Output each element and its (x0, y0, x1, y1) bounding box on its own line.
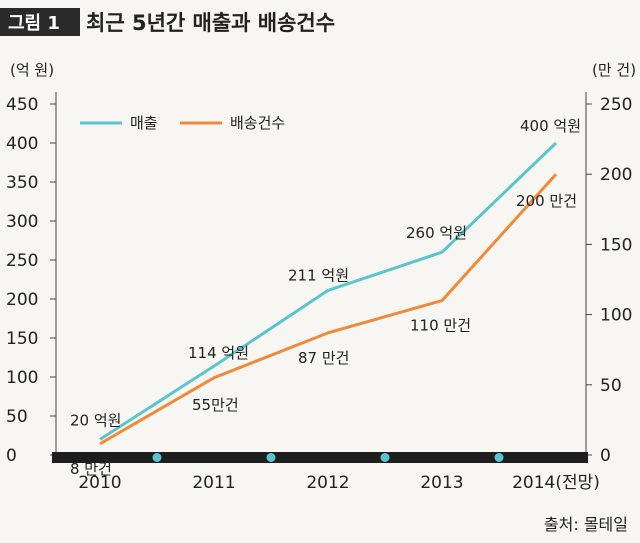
data-label-deliveries: 87 만건 (298, 349, 349, 367)
x-axis-dot (494, 453, 504, 462)
left-tick-label: 300 (6, 212, 38, 232)
right-tick-label: 100 (600, 306, 632, 326)
x-axis-dot (152, 453, 162, 462)
x-axis-ticks: 2010 2011 2012 2013 2014(전망) (78, 473, 600, 493)
left-tick-label: 100 (6, 368, 38, 388)
figure-badge-background (0, 8, 80, 36)
data-label-sales: 20 억원 (70, 411, 121, 429)
x-tick-label: 2012 (306, 473, 349, 493)
legend-label-deliveries: 배송건수 (230, 114, 285, 132)
series-line-sales (99, 141, 558, 441)
left-tick-label: 250 (6, 251, 38, 271)
left-tick-label: 50 (6, 407, 28, 427)
legend-label-sales: 매출 (130, 114, 158, 132)
left-tick-label: 400 (6, 134, 38, 154)
left-tick-label: 150 (6, 329, 38, 349)
legend: 매출 배송건수 (80, 114, 285, 132)
right-tick-label: 0 (600, 446, 611, 466)
data-label-deliveries: 55만건 (192, 396, 239, 414)
x-axis-dot (266, 453, 276, 462)
left-tick-label: 350 (6, 173, 38, 193)
series-line-deliveries (99, 173, 558, 446)
x-axis-bar (52, 452, 588, 463)
data-label-sales: 211 억원 (288, 266, 349, 284)
right-tick-label: 150 (600, 235, 632, 255)
x-tick-label: 2013 (420, 473, 463, 493)
x-tick-label: 2011 (192, 473, 235, 493)
right-axis-unit: (만 건) (592, 61, 636, 79)
left-axis-ticks: 0 50 100 150 200 250 300 350 400 450 (6, 95, 56, 466)
data-label-sales: 114 억원 (188, 344, 249, 362)
data-label-sales: 260 억원 (406, 224, 467, 242)
data-label-sales: 400 억원 (520, 117, 581, 135)
source-note: 출처: 몰테일 (544, 515, 628, 534)
left-tick-label: 200 (6, 290, 38, 310)
left-tick-label: 0 (6, 446, 17, 466)
chart-title: 최근 5년간 매출과 배송건수 (86, 11, 335, 35)
x-axis-dots (152, 453, 504, 462)
right-tick-label: 200 (600, 165, 632, 185)
data-label-deliveries: 8 만건 (70, 460, 112, 478)
x-axis-dot (380, 453, 390, 462)
x-tick-label: 2010 (78, 473, 121, 493)
figure-badge: 그림 1 (8, 13, 60, 34)
right-tick-label: 50 (600, 376, 622, 396)
right-tick-label: 250 (600, 95, 632, 115)
left-axis-unit: (억 원) (10, 61, 54, 79)
data-label-deliveries: 110 만건 (410, 317, 471, 335)
left-tick-label: 450 (6, 95, 38, 115)
data-label-deliveries: 200 만건 (516, 192, 577, 210)
series-layer: 20 억원 114 억원 211 억원 260 억원 400 억원 8 만건 55만건 87 … (70, 117, 581, 478)
right-axis-ticks: 0 50 100 150 200 250 (586, 95, 632, 466)
x-tick-label: 2014(전망) (512, 473, 600, 493)
